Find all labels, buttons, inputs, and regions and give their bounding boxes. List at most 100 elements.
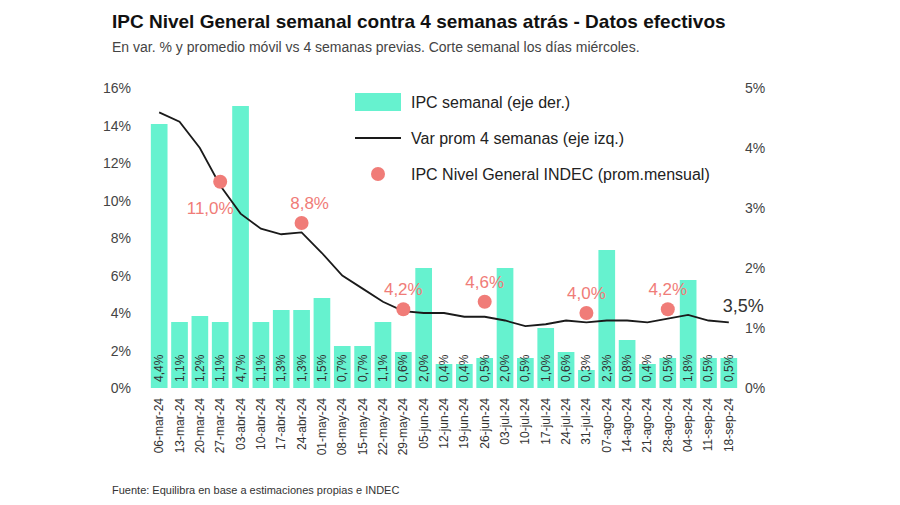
point-label: 4,2% — [384, 280, 423, 299]
bar — [171, 322, 188, 388]
bar-label: 1,3% — [274, 354, 288, 382]
bar — [273, 310, 290, 388]
bar — [293, 310, 310, 388]
point — [295, 216, 309, 230]
x-tick-label: 01-may-24 — [315, 398, 329, 456]
x-tick-label: 12-jun-24 — [437, 398, 451, 449]
bar — [212, 322, 229, 388]
line — [159, 112, 729, 326]
x-tick-label: 20-mar-24 — [193, 398, 207, 454]
x-tick-label: 21-ago-24 — [640, 398, 654, 453]
x-tick-label: 29-may-24 — [396, 398, 410, 456]
bar-label: 2,0% — [498, 354, 512, 382]
legend: IPC semanal (eje der.) Var prom 4 semanas… — [355, 93, 710, 183]
title: IPC Nivel General semanal contra 4 seman… — [112, 11, 726, 32]
bar — [354, 346, 371, 388]
point-label: 4,6% — [465, 273, 504, 292]
bar-label: 4,4% — [152, 354, 166, 382]
point — [396, 302, 410, 316]
data-labels: 4,4%1,1%1,2%1,1%4,7%1,1%1,3%1,3%1,5%0,7%… — [152, 194, 764, 382]
y-tick-label: 12% — [103, 155, 131, 171]
bar-label: 1,1% — [376, 354, 390, 382]
x-tick-label: 19-jun-24 — [457, 398, 471, 449]
x-tick-label: 27-mar-24 — [213, 398, 227, 454]
bar-label: 0,4% — [437, 354, 451, 382]
legend-label: IPC semanal (eje der.) — [411, 94, 570, 111]
legend-swatch — [355, 137, 401, 139]
bar-label: 1,3% — [295, 354, 309, 382]
x-tick-label: 24-jul-24 — [559, 398, 573, 445]
bar-label: 1,1% — [254, 354, 268, 382]
legend-label: Var prom 4 semanas (eje izq.) — [411, 130, 624, 147]
x-tick-label: 28-ago-24 — [661, 398, 675, 453]
bar — [558, 352, 575, 388]
y-tick-label: 4% — [111, 305, 131, 321]
bar — [537, 328, 554, 388]
bar-label: 0,5% — [661, 354, 675, 382]
bar-label: 2,0% — [417, 354, 431, 382]
line-label: 3,5% — [723, 296, 764, 316]
point-label: 11,0% — [187, 199, 234, 218]
x-tick-label: 17-jul-24 — [539, 398, 553, 445]
point — [579, 306, 593, 320]
y-tick-label: 2% — [111, 343, 131, 359]
y-tick-label: 6% — [111, 268, 131, 284]
chart-svg: IPC Nivel General semanal contra 4 seman… — [0, 0, 900, 505]
bar-label: 0,6% — [559, 354, 573, 382]
x-tick-label: 05-jun-24 — [417, 398, 431, 449]
x-tick-label: 06-mar-24 — [152, 398, 166, 454]
point-label: 4,2% — [648, 280, 687, 299]
bar-label: 0,4% — [457, 354, 471, 382]
bar-label: 0,5% — [722, 354, 736, 382]
bar — [314, 298, 331, 388]
bar-label: 1,1% — [213, 354, 227, 382]
y-tick-label: 14% — [103, 118, 131, 134]
legend-swatch — [371, 167, 385, 181]
legend-swatch — [355, 93, 401, 111]
bar — [619, 340, 636, 388]
bar-label: 0,5% — [518, 354, 532, 382]
bar-label: 0,8% — [620, 354, 634, 382]
point-label: 4,0% — [567, 284, 606, 303]
x-tick-label: 11-sep-24 — [701, 398, 715, 451]
subtitle: En var. % y promedio móvil vs 4 semanas … — [112, 39, 640, 55]
bar — [151, 124, 168, 388]
bar — [192, 316, 209, 388]
bar-label: 0,7% — [356, 354, 370, 382]
point — [213, 175, 227, 189]
y-tick-label: 0% — [111, 380, 131, 396]
source: Fuente: Equilibra en base a estimaciones… — [112, 484, 399, 496]
x-tick-label: 07-ago-24 — [600, 398, 614, 453]
bar-label: 0,3% — [579, 354, 593, 382]
y2-tick-label: 2% — [745, 260, 765, 276]
x-tick-label: 17-abr-24 — [274, 398, 288, 450]
y2-tick-label: 0% — [745, 380, 765, 396]
x-tick-label: 24-abr-24 — [295, 398, 309, 450]
x-tick-label: 13-mar-24 — [173, 398, 187, 454]
x-tick-label: 10-abr-24 — [254, 398, 268, 450]
y-tick-label: 8% — [111, 230, 131, 246]
x-tick-label: 04-sep-24 — [681, 398, 695, 452]
x-tick-label: 10-jul-24 — [518, 398, 532, 445]
bar-label: 1,1% — [173, 354, 187, 382]
point — [478, 295, 492, 309]
bar — [598, 250, 615, 388]
x-tick-label: 03-abr-24 — [234, 398, 248, 450]
x-tick-label: 18-sep-24 — [722, 398, 736, 452]
bar-label: 1,5% — [315, 354, 329, 382]
x-tick-label: 31-jul-24 — [579, 398, 593, 445]
chart-container: IPC Nivel General semanal contra 4 seman… — [0, 0, 900, 505]
y2-tick-label: 4% — [745, 140, 765, 156]
bar-label: 1,8% — [681, 354, 695, 382]
bar-label: 0,4% — [640, 354, 654, 382]
point-label: 8,8% — [290, 194, 329, 213]
bar — [375, 322, 392, 388]
y2-tick-label: 5% — [745, 80, 765, 96]
bar — [334, 346, 351, 388]
plot-marks — [151, 106, 737, 388]
bar-label: 1,0% — [539, 354, 553, 382]
x-tick-label: 08-may-24 — [335, 398, 349, 456]
y2-tick-label: 3% — [745, 200, 765, 216]
point — [661, 302, 675, 316]
bar-label: 0,5% — [478, 354, 492, 382]
